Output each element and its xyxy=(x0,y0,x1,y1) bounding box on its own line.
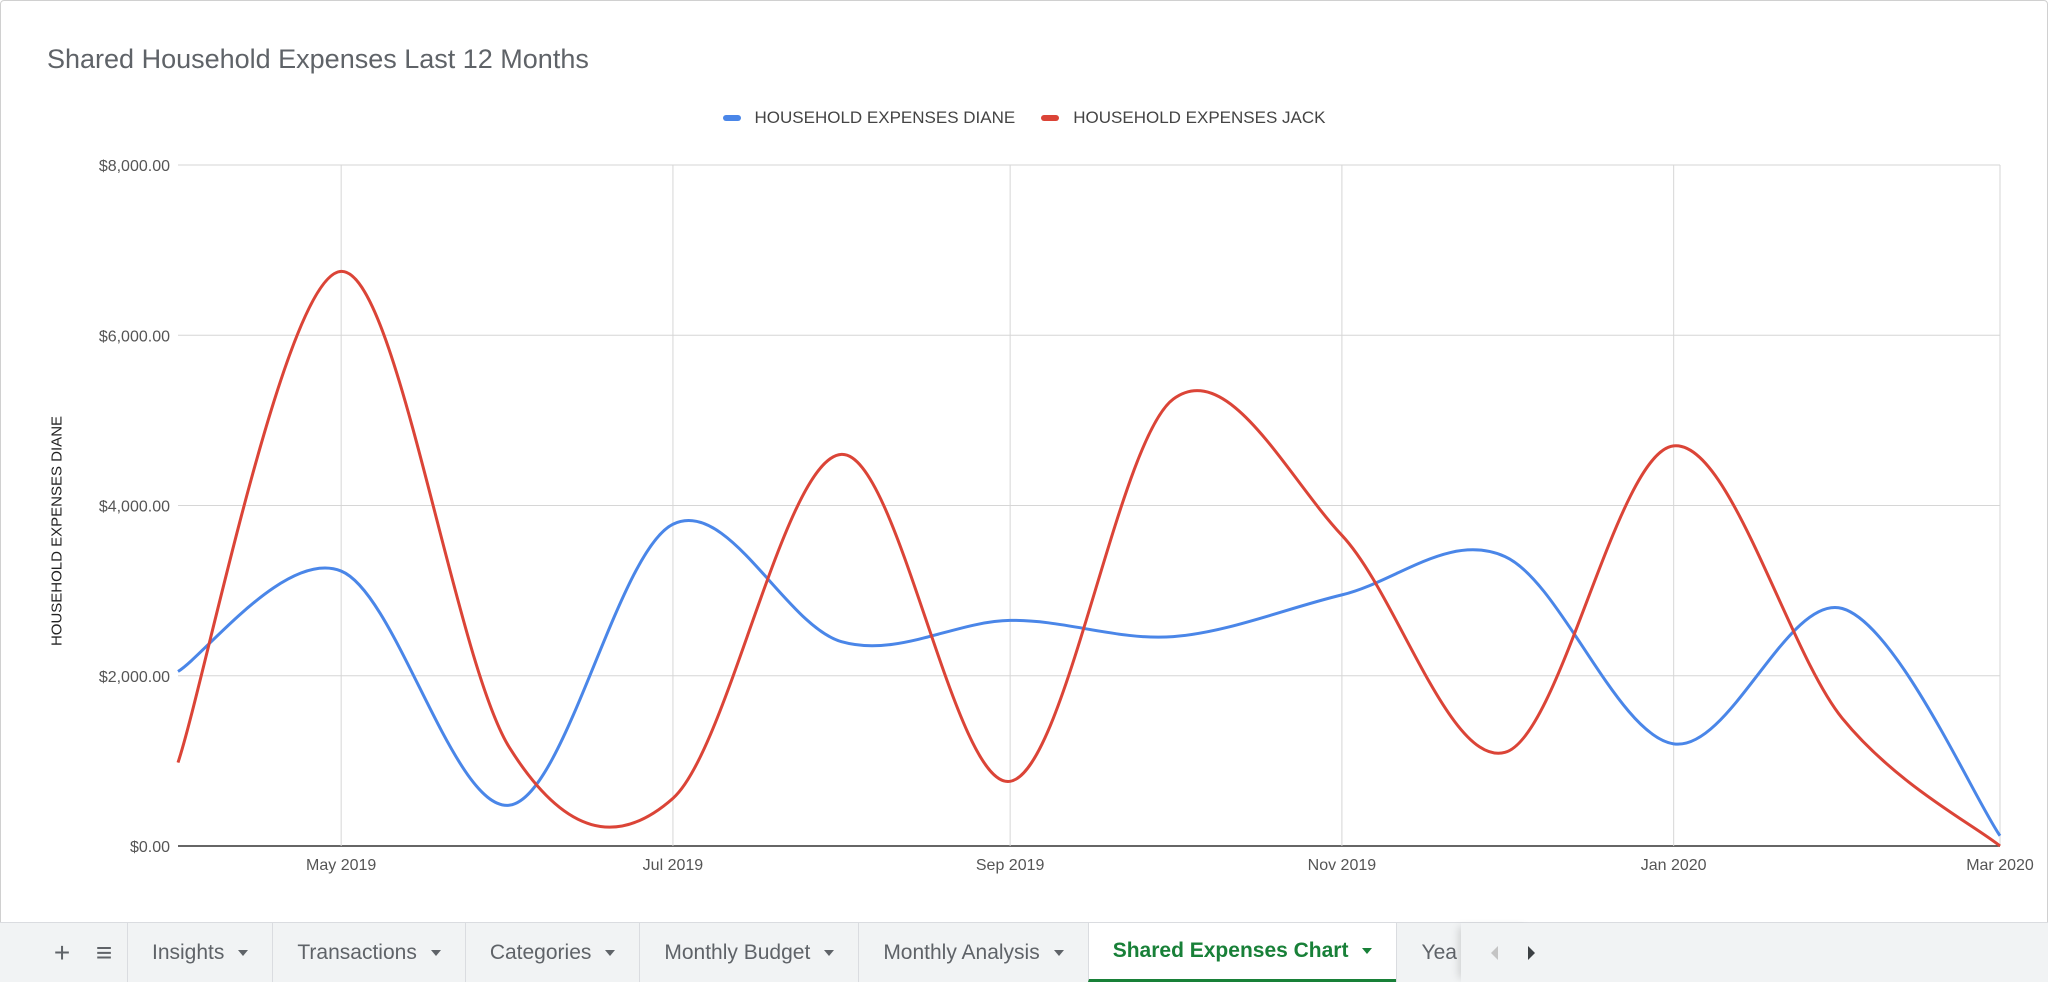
legend-item-jack[interactable]: HOUSEHOLD EXPENSES JACK xyxy=(1041,108,1326,128)
tab-label: Yea xyxy=(1421,940,1457,964)
series-line-diane xyxy=(177,519,2002,837)
tab-partial[interactable]: Yea xyxy=(1396,923,1461,982)
tab-monthly-budget[interactable]: Monthly Budget xyxy=(639,923,858,982)
caret-down-icon[interactable] xyxy=(824,949,835,956)
legend-label-diane: HOUSEHOLD EXPENSES DIANE xyxy=(754,108,1016,127)
legend-swatch-jack xyxy=(1041,115,1060,121)
scroll-left-icon[interactable] xyxy=(1491,945,1499,960)
series-line-jack xyxy=(176,269,2001,848)
x-tick-label: Mar 2020 xyxy=(1966,857,2034,874)
y-tick-label: $8,000.00 xyxy=(99,158,170,175)
tab-label: Monthly Budget xyxy=(664,940,811,964)
x-tick-label: May 2019 xyxy=(306,857,376,874)
x-tick-label: Sep 2019 xyxy=(976,857,1045,874)
chart-legend: HOUSEHOLD EXPENSES DIANE HOUSEHOLD EXPEN… xyxy=(0,104,2048,132)
y-tick-label: $4,000.00 xyxy=(99,499,170,516)
caret-down-icon[interactable] xyxy=(1362,948,1373,954)
x-tick-label: Jul 2019 xyxy=(643,857,704,874)
caret-down-icon[interactable] xyxy=(238,949,249,956)
caret-down-icon[interactable] xyxy=(430,949,441,956)
chart-title: Shared Household Expenses Last 12 Months xyxy=(47,44,589,74)
caret-down-icon[interactable] xyxy=(1053,949,1064,956)
tab-categories[interactable]: Categories xyxy=(464,923,640,982)
legend-label-jack: HOUSEHOLD EXPENSES JACK xyxy=(1073,108,1326,127)
tab-label: Transactions xyxy=(297,940,417,964)
line-chart: $0.00 $2,000.00 $4,000.00 $6,000.00 $8,000.0… xyxy=(99,158,2034,874)
y-tick-label: $6,000.00 xyxy=(99,328,170,345)
tab-shared-expenses-chart[interactable]: Shared Expenses Chart xyxy=(1087,923,1397,982)
tab-label: Insights xyxy=(152,940,225,964)
y-tick-label: $0.00 xyxy=(130,839,170,856)
tab-monthly-analysis[interactable]: Monthly Analysis xyxy=(858,923,1087,982)
tab-label: Categories xyxy=(489,940,592,964)
tab-insights[interactable]: Insights xyxy=(127,923,272,982)
all-sheets-menu-icon[interactable]: ≡ xyxy=(95,936,113,968)
add-sheet-icon[interactable]: + xyxy=(53,936,71,968)
y-tick-label: $2,000.00 xyxy=(99,669,170,686)
tab-scroll-controls xyxy=(1461,923,1536,982)
x-tick-label: Nov 2019 xyxy=(1308,857,1377,874)
tab-transactions[interactable]: Transactions xyxy=(272,923,464,982)
scroll-right-icon[interactable] xyxy=(1528,945,1536,960)
legend-swatch-diane xyxy=(722,115,741,121)
tab-label: Shared Expenses Chart xyxy=(1112,939,1349,962)
tab-label: Monthly Analysis xyxy=(883,940,1040,964)
sheet-tab-bar: + ≡ Insights Transactions Categories Mon… xyxy=(0,922,2048,982)
caret-down-icon[interactable] xyxy=(605,949,616,956)
x-tick-label: Jan 2020 xyxy=(1641,857,1707,874)
legend-item-diane[interactable]: HOUSEHOLD EXPENSES DIANE xyxy=(722,108,1016,128)
